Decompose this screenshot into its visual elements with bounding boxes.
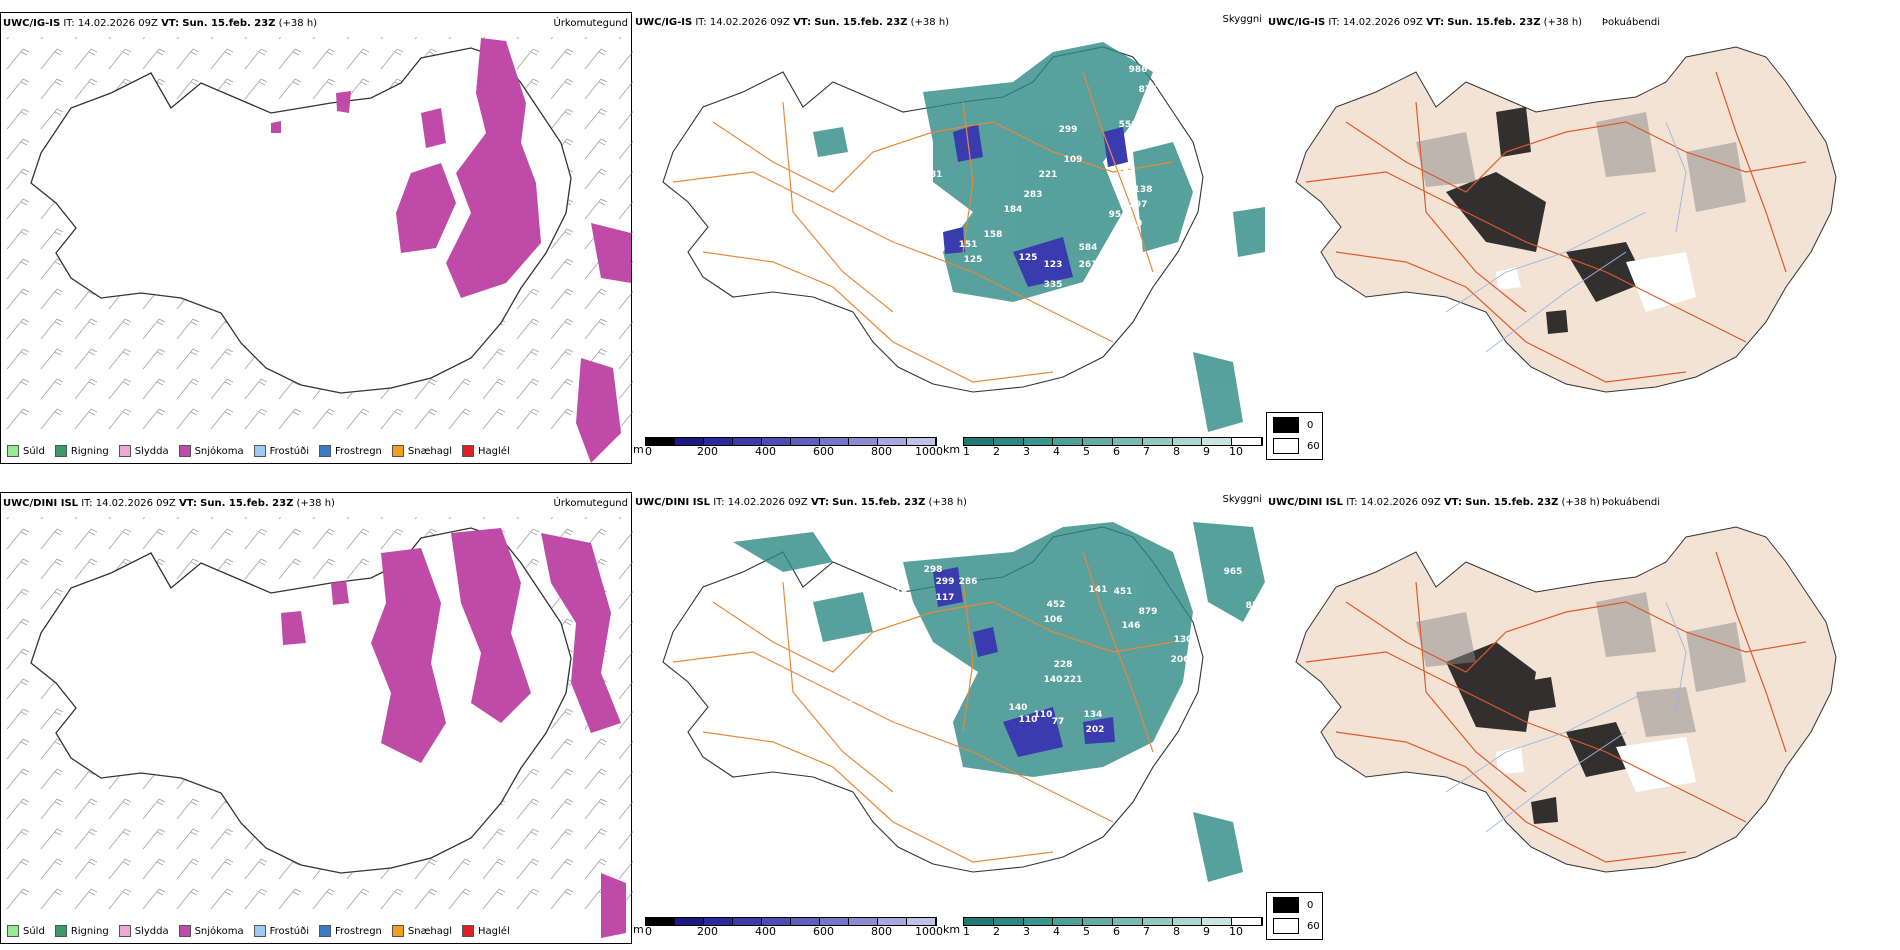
svg-text:875: 875 bbox=[1139, 85, 1158, 95]
svg-text:986: 986 bbox=[1129, 65, 1148, 75]
legend-item: Frostregn bbox=[319, 925, 382, 937]
visibility-colorbar-top: km 1 2 3 4 5 6 7 8 9 10 bbox=[943, 437, 1267, 463]
legend-item: Haglél bbox=[462, 445, 510, 457]
svg-text:297: 297 bbox=[1129, 200, 1148, 210]
svg-text:151: 151 bbox=[959, 240, 978, 250]
legend-item: Frostúði bbox=[254, 925, 309, 937]
precip-legend: Súld Rigning Slydda Snjókoma Frostúði Fr… bbox=[7, 445, 510, 457]
svg-text:117: 117 bbox=[936, 593, 955, 603]
svg-text:158: 158 bbox=[984, 230, 1003, 240]
svg-text:299: 299 bbox=[936, 577, 955, 587]
svg-text:140: 140 bbox=[1009, 703, 1028, 713]
precip-type-panel-top: UWC/IG-IS IT: 14.02.2026 09Z VT: Sun. 15… bbox=[0, 12, 632, 464]
svg-text:452: 452 bbox=[1047, 600, 1066, 610]
iceland-outline bbox=[1296, 527, 1836, 872]
legend-item: Slydda bbox=[119, 925, 169, 937]
cloud-map: 914 298 299 286 117 106 110 140 228 221 … bbox=[633, 492, 1265, 944]
svg-text:389: 389 bbox=[1124, 219, 1143, 229]
fog-panel-top: UWC/IG-IS IT: 14.02.2026 09Z VT: Sun. 15… bbox=[1266, 12, 1900, 464]
svg-text:141: 141 bbox=[1089, 585, 1108, 595]
svg-text:21: 21 bbox=[842, 700, 855, 710]
fog-scale-box-top: 0 60 bbox=[1266, 412, 1323, 460]
svg-text:149: 149 bbox=[1117, 165, 1136, 175]
svg-text:221: 221 bbox=[1039, 170, 1058, 180]
svg-text:228: 228 bbox=[1054, 660, 1073, 670]
svg-text:181: 181 bbox=[924, 170, 943, 180]
colorbar-unit: m bbox=[633, 923, 644, 936]
legend-item: Súld bbox=[7, 445, 45, 457]
iceland-outline bbox=[1296, 47, 1836, 392]
svg-text:202: 202 bbox=[1086, 725, 1105, 735]
colorbar-unit: km bbox=[943, 923, 960, 936]
svg-text:109: 109 bbox=[1064, 155, 1083, 165]
svg-text:110: 110 bbox=[1019, 715, 1038, 725]
precip-legend: Súld Rigning Slydda Snjókoma Frostúði Fr… bbox=[7, 925, 510, 937]
legend-item: Frostúði bbox=[254, 445, 309, 457]
legend-item: Rigning bbox=[55, 445, 109, 457]
legend-item: Snæhagl bbox=[392, 925, 452, 937]
svg-text:159: 159 bbox=[919, 701, 938, 711]
svg-text:125: 125 bbox=[964, 255, 983, 265]
svg-text:184: 184 bbox=[1004, 205, 1023, 215]
height-colorbar-bottom: m 0 200 400 600 800 1000 bbox=[633, 917, 937, 943]
svg-text:77: 77 bbox=[1052, 717, 1065, 727]
legend-item: Snjókoma bbox=[179, 445, 244, 457]
precip-type-panel-bottom: UWC/DINI ISL IT: 14.02.2026 09Z VT: Sun.… bbox=[0, 492, 632, 944]
cloud-map: 125 283 184 158 151 125 123 335 261 584 … bbox=[633, 12, 1265, 464]
svg-text:286: 286 bbox=[959, 577, 978, 587]
colorbar-unit: km bbox=[943, 443, 960, 456]
svg-text:298: 298 bbox=[924, 565, 943, 575]
svg-text:130: 130 bbox=[1174, 635, 1193, 645]
legend-item: Slydda bbox=[119, 445, 169, 457]
svg-text:134: 134 bbox=[1084, 710, 1103, 720]
svg-text:914: 914 bbox=[889, 587, 908, 597]
svg-text:123: 123 bbox=[1044, 260, 1063, 270]
fog-scale-box-bottom: 0 60 bbox=[1266, 892, 1323, 940]
cloud-panel-top: UWC/IG-IS IT: 14.02.2026 09Z VT: Sun. 15… bbox=[633, 12, 1265, 464]
svg-text:138: 138 bbox=[1134, 185, 1153, 195]
legend-item: Rigning bbox=[55, 925, 109, 937]
svg-text:140: 140 bbox=[1044, 675, 1063, 685]
svg-text:221: 221 bbox=[1064, 675, 1083, 685]
precip-map bbox=[1, 13, 633, 465]
visibility-colorbar-bottom: km 1 2 3 4 5 6 7 8 9 10 bbox=[943, 917, 1267, 943]
svg-text:879: 879 bbox=[1139, 607, 1158, 617]
cloud-panel-bottom: UWC/DINI ISL IT: 14.02.2026 09Z VT: Sun.… bbox=[633, 492, 1265, 944]
svg-text:335: 335 bbox=[1044, 280, 1063, 290]
height-colorbar-top: m 0 200 400 600 800 1000 bbox=[633, 437, 937, 463]
svg-text:451: 451 bbox=[1114, 587, 1133, 597]
svg-text:299: 299 bbox=[1059, 125, 1078, 135]
fog-map bbox=[1266, 492, 1900, 944]
legend-item: Haglél bbox=[462, 925, 510, 937]
fog-panel-bottom: UWC/DINI ISL IT: 14.02.2026 09Z VT: Sun.… bbox=[1266, 492, 1900, 944]
svg-text:550: 550 bbox=[1119, 120, 1138, 130]
svg-text:125: 125 bbox=[1019, 253, 1038, 263]
svg-text:283: 283 bbox=[1024, 190, 1043, 200]
legend-item: Snjókoma bbox=[179, 925, 244, 937]
legend-item: Snæhagl bbox=[392, 445, 452, 457]
fog-map bbox=[1266, 12, 1900, 464]
legend-item: Frostregn bbox=[319, 445, 382, 457]
precip-map bbox=[1, 493, 633, 945]
svg-text:954: 954 bbox=[1109, 210, 1128, 220]
svg-text:146: 146 bbox=[1122, 621, 1141, 631]
svg-text:965: 965 bbox=[1224, 567, 1243, 577]
legend-item: Súld bbox=[7, 925, 45, 937]
svg-text:261: 261 bbox=[1079, 260, 1098, 270]
svg-text:106: 106 bbox=[1044, 615, 1063, 625]
svg-text:584: 584 bbox=[1079, 243, 1098, 253]
colorbar-unit: m bbox=[633, 443, 644, 456]
svg-text:206: 206 bbox=[1171, 655, 1190, 665]
svg-text:858: 858 bbox=[1246, 601, 1265, 611]
